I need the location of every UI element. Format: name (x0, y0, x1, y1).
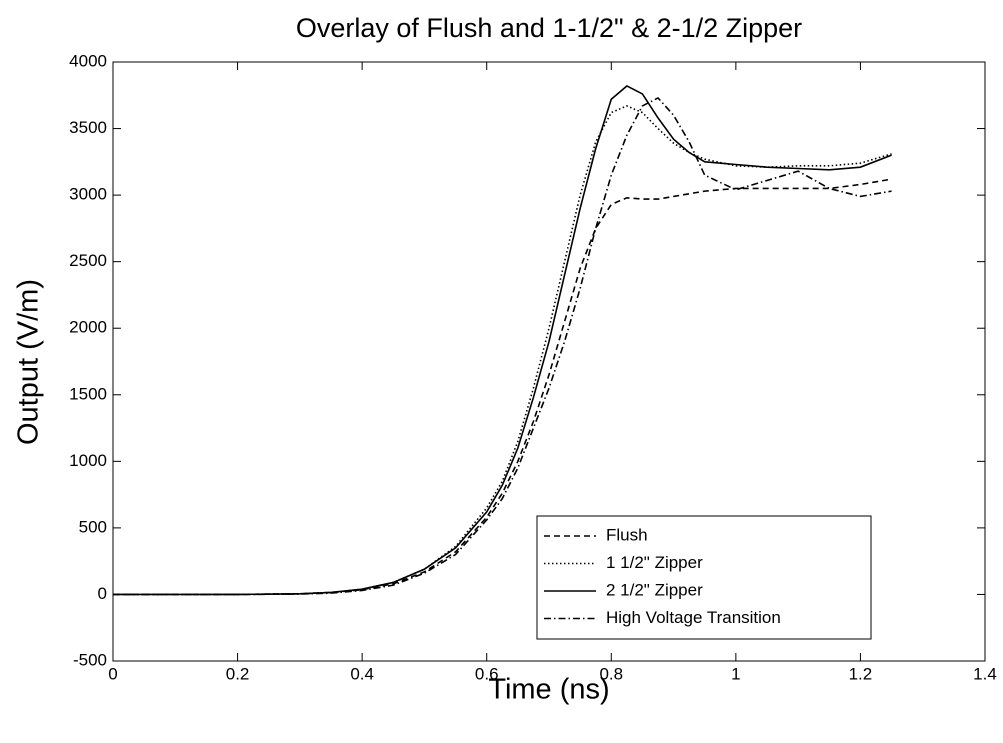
y-tick-label: 500 (79, 517, 107, 536)
y-tick-label: 4000 (69, 51, 107, 70)
legend-label: High Voltage Transition (606, 608, 781, 627)
x-axis-label: Time (ns) (488, 674, 609, 706)
x-tick-label: 0.8 (599, 664, 623, 683)
legend-label: 2 1/2" Zipper (606, 580, 703, 599)
y-axis-label: Output (V/m) (13, 279, 45, 445)
y-tick-label: 0 (98, 584, 107, 603)
y-tick-label: 3500 (69, 118, 107, 137)
legend-label: 1 1/2" Zipper (606, 553, 703, 572)
x-tick-label: 0 (108, 664, 117, 683)
x-tick-label: 1 (731, 664, 740, 683)
y-tick-label: -500 (73, 650, 107, 669)
chart-title: Overlay of Flush and 1-1/2" & 2-1/2 Zipp… (296, 13, 802, 43)
y-tick-label: 2500 (69, 251, 107, 270)
x-tick-label: 1.4 (973, 664, 997, 683)
y-tick-label: 2000 (69, 318, 107, 337)
x-tick-label: 0.4 (350, 664, 374, 683)
x-tick-label: 0.2 (226, 664, 250, 683)
series-line (113, 85, 892, 596)
legend-label: Flush (606, 525, 648, 544)
y-tick-label: 1500 (69, 384, 107, 403)
y-tick-label: 1000 (69, 451, 107, 470)
plot-frame (112, 61, 986, 662)
y-tick-label: 3000 (69, 185, 107, 204)
series-line (113, 96, 892, 596)
x-tick-label: 0.6 (475, 664, 499, 683)
x-tick-label: 1.2 (849, 664, 873, 683)
